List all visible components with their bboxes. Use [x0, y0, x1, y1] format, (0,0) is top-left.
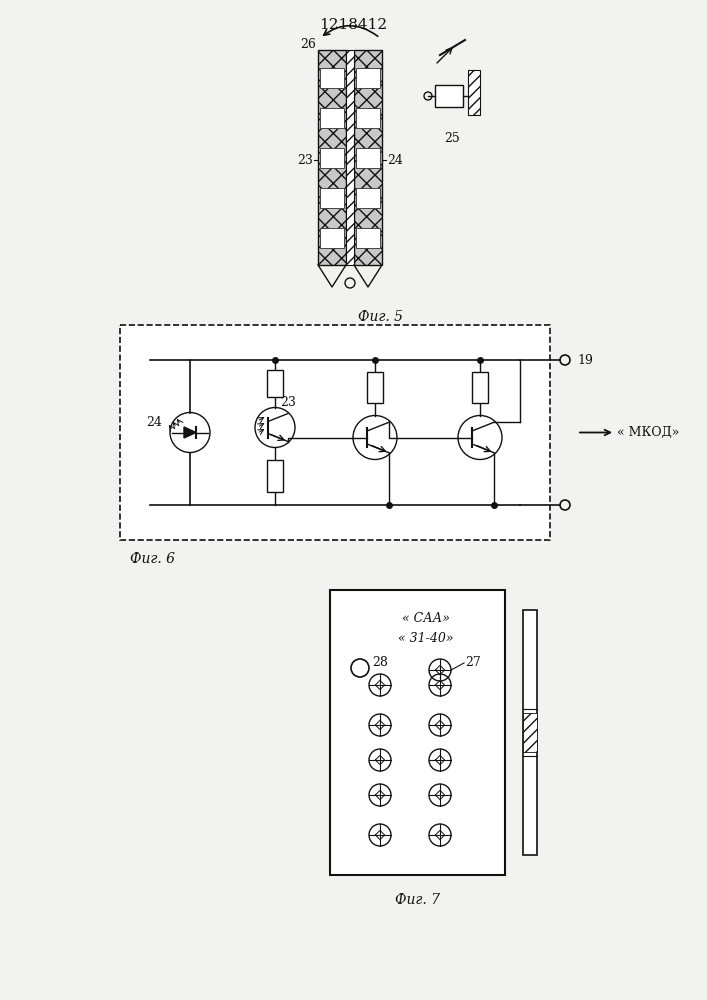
Bar [523, 610, 537, 855]
Bar [346, 50, 354, 265]
Bar [435, 85, 463, 107]
Bar [330, 590, 505, 875]
Text: 25: 25 [444, 132, 460, 145]
Bar [320, 228, 344, 248]
Text: 26: 26 [300, 38, 316, 51]
Text: Фиг. 7: Фиг. 7 [395, 893, 440, 907]
Bar [267, 460, 283, 492]
Text: Фиг. 6: Фиг. 6 [130, 552, 175, 566]
Text: 23: 23 [280, 396, 296, 409]
Bar [120, 325, 550, 540]
Bar [472, 372, 488, 403]
Text: 24: 24 [387, 153, 403, 166]
Bar [356, 228, 380, 248]
Bar [320, 68, 344, 88]
Text: 27: 27 [465, 656, 481, 668]
Bar [356, 188, 380, 208]
Bar [356, 68, 380, 88]
Text: 24: 24 [146, 416, 162, 429]
Bar [356, 148, 380, 168]
Text: 1218412: 1218412 [319, 18, 387, 32]
Bar [356, 108, 380, 128]
Bar [320, 108, 344, 128]
Text: 23: 23 [297, 153, 313, 166]
Bar [320, 188, 344, 208]
Bar [468, 70, 480, 115]
Text: Фиг. 5: Фиг. 5 [358, 310, 402, 324]
Text: « МКОД»: « МКОД» [617, 426, 679, 439]
Bar [354, 50, 382, 265]
Polygon shape [184, 427, 196, 438]
Bar [367, 372, 383, 403]
Text: « 31-40»: « 31-40» [399, 632, 454, 645]
Bar [267, 370, 283, 397]
Bar [318, 50, 346, 265]
Bar [320, 148, 344, 168]
Text: 19: 19 [577, 354, 593, 366]
Text: 28: 28 [372, 656, 388, 670]
Bar [523, 713, 537, 752]
Text: « САА»: « САА» [402, 611, 450, 624]
